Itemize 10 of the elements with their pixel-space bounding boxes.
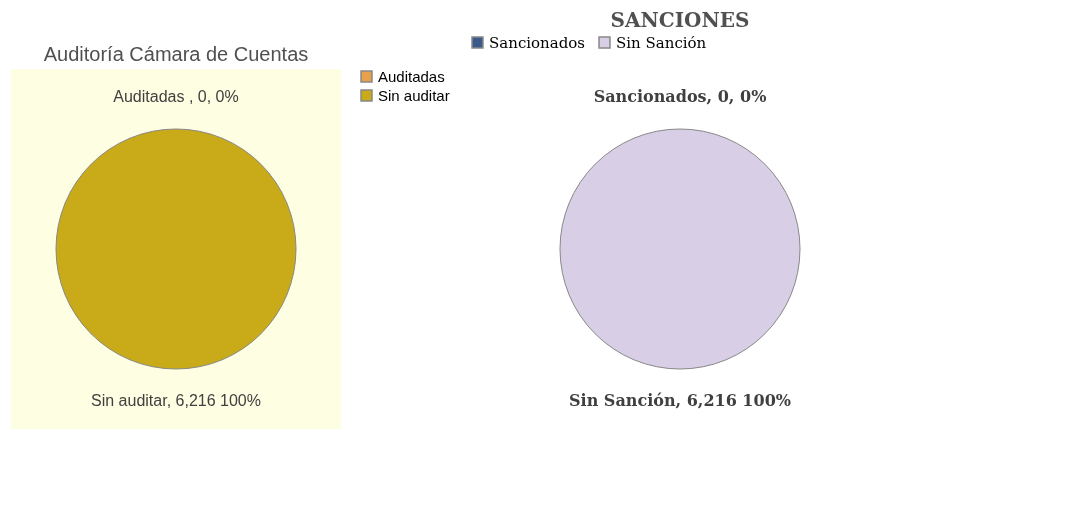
legend-label: Sin auditar bbox=[378, 86, 450, 104]
text: Sancionados, 0, 0% bbox=[593, 87, 767, 106]
chart-title: SANCIONES bbox=[610, 8, 750, 32]
data-label: Sin auditar, 6,216 100% bbox=[91, 392, 261, 409]
legend-label: Auditadas bbox=[378, 67, 445, 85]
legend-label: Sin Sanción bbox=[616, 33, 707, 52]
legend-label: Sancionados bbox=[489, 33, 586, 52]
data-label: Sin Sanción, 6,216 100% bbox=[569, 391, 791, 410]
text: Auditadas , 0, 0% bbox=[113, 88, 239, 105]
chart-title: Auditoría Cámara de Cuentas bbox=[43, 43, 309, 65]
